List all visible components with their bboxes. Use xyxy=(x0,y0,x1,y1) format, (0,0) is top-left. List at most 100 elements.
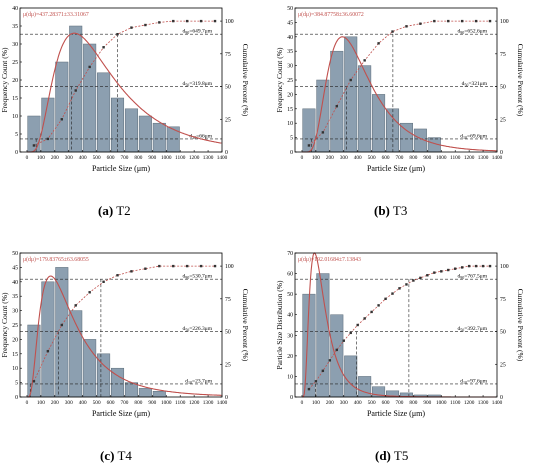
x-tick-label: 1100 xyxy=(450,400,461,406)
y-tick-label: 10 xyxy=(287,374,293,380)
cumulative-point xyxy=(377,42,380,45)
caption-a: (a) T2 xyxy=(98,203,131,219)
cumulative-point xyxy=(116,32,119,36)
y-right-tick-label: 0 xyxy=(500,395,503,401)
x-tick-label: 600 xyxy=(107,155,115,161)
caption-d-name: T5 xyxy=(393,448,409,463)
cumulative-point xyxy=(46,349,50,353)
cumulative-point xyxy=(398,287,401,290)
cumulative-point xyxy=(419,22,422,25)
cumulative-point xyxy=(74,89,77,92)
cumulative-point xyxy=(363,317,366,320)
x-tick-label: 1400 xyxy=(217,155,228,161)
cumulative-curve xyxy=(33,20,215,146)
bar xyxy=(138,115,152,153)
y-right-tick-label: 50 xyxy=(500,330,506,336)
caption-b: (b) T3 xyxy=(374,203,407,219)
bar xyxy=(138,388,152,398)
y-tick-label: 10 xyxy=(287,121,293,127)
cumulative-point xyxy=(447,19,450,23)
cumulative-point xyxy=(158,264,161,268)
y-right-axis-label: Cumulative Percent (%) xyxy=(241,44,250,117)
y-right-axis-label: Cumulative Percent (%) xyxy=(516,289,525,362)
cumulative-point xyxy=(474,19,478,23)
fit-annotation: μ(dμ)=384.87758±36.60072 xyxy=(298,11,364,18)
bar xyxy=(358,376,372,398)
y-axis-label: Particle Size Distribution (%) xyxy=(275,280,284,369)
cumulative-point xyxy=(363,59,366,62)
y-tick-label: 70 xyxy=(287,251,293,257)
x-tick-label: 1400 xyxy=(492,155,503,161)
cumulative-point xyxy=(199,264,203,268)
bar xyxy=(27,324,41,398)
x-tick-label: 0 xyxy=(26,155,29,161)
cumulative-point xyxy=(349,331,352,335)
cumulative-point xyxy=(60,323,63,327)
y-right-tick-label: 100 xyxy=(225,264,234,270)
y-tick-label: 30 xyxy=(287,64,293,70)
bar xyxy=(166,126,180,153)
cumulative-point xyxy=(356,323,359,327)
x-tick-label: 1200 xyxy=(464,155,475,161)
x-tick-label: 700 xyxy=(396,400,404,406)
bar xyxy=(55,267,69,398)
y-tick-label: 15 xyxy=(12,96,18,102)
y-axis-label: Frequency Count (%) xyxy=(0,292,9,357)
y-tick-label: 5 xyxy=(15,132,18,138)
reference-label: d50=321μm xyxy=(462,81,488,88)
bar xyxy=(97,72,111,153)
cumulative-point xyxy=(349,78,352,82)
x-tick-label: 800 xyxy=(409,400,417,406)
reference-label: d90=767.5μm xyxy=(458,274,488,281)
cumulative-point xyxy=(32,380,36,383)
cumulative-point xyxy=(307,387,311,391)
cumulative-point xyxy=(488,19,492,23)
y-tick-label: 40 xyxy=(287,35,293,41)
y-right-tick-label: 0 xyxy=(225,395,228,401)
cumulative-point xyxy=(426,274,429,277)
y-tick-label: 40 xyxy=(287,313,293,319)
y-axis-label: Frequency Count (%) xyxy=(275,47,284,112)
cumulative-point xyxy=(60,118,63,121)
y-tick-label: 0 xyxy=(290,395,293,401)
x-tick-label: 1000 xyxy=(161,400,172,406)
y-tick-label: 50 xyxy=(12,251,18,257)
cumulative-point xyxy=(213,264,217,268)
x-tick-label: 0 xyxy=(26,400,29,406)
cumulative-point xyxy=(144,267,147,270)
x-tick-label: 500 xyxy=(368,155,376,161)
caption-c-name: T4 xyxy=(117,448,132,463)
bar xyxy=(152,122,166,153)
cumulative-point xyxy=(474,264,478,268)
y-right-tick-label: 25 xyxy=(500,362,506,368)
y-tick-label: 15 xyxy=(287,107,293,113)
bar xyxy=(316,79,330,153)
x-tick-label: 1100 xyxy=(450,155,461,161)
y-tick-label: 50 xyxy=(287,292,293,298)
cumulative-point xyxy=(481,264,485,268)
x-tick-label: 0 xyxy=(301,400,304,406)
cumulative-point xyxy=(144,23,147,27)
cumulative-point xyxy=(335,104,338,108)
cumulative-curve xyxy=(308,265,490,390)
x-tick-label: 600 xyxy=(107,400,115,406)
x-tick-label: 700 xyxy=(121,400,129,406)
fit-annotation: μ(dμ)=437.28371±33.31067 xyxy=(23,11,89,18)
y-tick-label: 0 xyxy=(15,395,18,401)
cumulative-point xyxy=(467,264,471,268)
x-tick-label: 200 xyxy=(326,400,334,406)
y-tick-label: 40 xyxy=(12,6,18,12)
cumulative-point xyxy=(377,304,380,307)
cumulative-point xyxy=(405,283,408,286)
cumulative-point xyxy=(391,292,394,295)
cumulative-curve xyxy=(308,20,490,146)
y-tick-label: 35 xyxy=(12,294,18,300)
x-tick-label: 200 xyxy=(51,155,59,161)
y-tick-label: 30 xyxy=(287,333,293,339)
reference-label: d50=226.3μm xyxy=(183,326,213,333)
x-tick-label: 1300 xyxy=(203,400,214,406)
x-tick-label: 400 xyxy=(79,400,87,406)
x-tick-label: 400 xyxy=(354,155,362,161)
reference-label: d90=530.7μm xyxy=(183,274,213,281)
